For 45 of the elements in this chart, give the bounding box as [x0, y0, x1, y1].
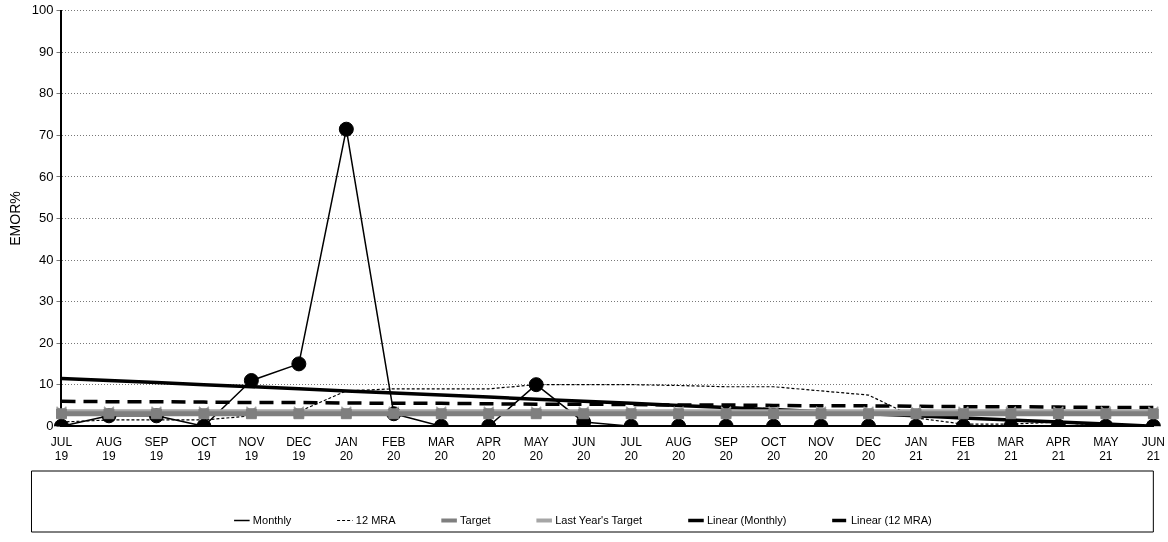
x-tick-label: MAY 21 [1093, 434, 1119, 464]
x-tick-label: AUG 20 [665, 434, 692, 464]
legend-label: Target [460, 513, 491, 526]
legend-label: Linear (12 MRA) [850, 513, 932, 526]
legend-label: 12 MRA [355, 513, 397, 526]
point [528, 377, 544, 393]
y-tick-label: 70 [39, 127, 54, 142]
x-tick-label: JAN 20 [334, 434, 358, 464]
y-tick-label: 60 [39, 168, 54, 184]
x-tick-label: DEC 20 [855, 434, 882, 464]
y-tick-label: 0 [46, 417, 54, 433]
y-tick-label: 20 [39, 334, 54, 350]
x-tick-label: JUN 21 [1141, 434, 1166, 464]
legend-label: Linear (Monthly) [706, 513, 787, 526]
x-tick-label: SEP 19 [144, 434, 169, 464]
y-axis-title: EMOR% [7, 191, 24, 246]
x-tick-label: JAN 21 [904, 434, 928, 464]
x-tick-label: JUN 20 [572, 434, 596, 464]
x-tick-label: MAY 20 [523, 434, 549, 464]
x-tick-label: NOV 19 [238, 434, 265, 464]
y-tick-label: 50 [39, 210, 54, 226]
y-tick-label: 30 [39, 293, 54, 309]
x-tick-label: APR 21 [1046, 434, 1072, 464]
y-tick-label: 100 [31, 2, 54, 18]
y-tick-label: 80 [39, 85, 54, 101]
x-tick-label: NOV 20 [808, 434, 835, 464]
x-tick-label: OCT 19 [191, 434, 218, 464]
y-tick-label: 10 [39, 376, 54, 392]
x-tick-label: FEB 20 [382, 434, 406, 464]
y-tick-label: 40 [39, 251, 54, 267]
x-tick-label: OCT 20 [760, 434, 787, 464]
x-tick-label: FEB 21 [951, 434, 976, 464]
y-tick-label: 90 [39, 43, 54, 59]
x-tick-label: MAR 21 [997, 434, 1025, 464]
x-tick-label: JUL 19 [50, 434, 73, 464]
x-tick-label: APR 20 [476, 434, 502, 464]
x-tick-label: JUL 20 [620, 434, 643, 464]
x-tick-label: MAR 20 [427, 434, 455, 464]
x-tick-label: SEP 20 [714, 434, 739, 464]
legend-label: Last Year's Target [555, 513, 643, 526]
point [291, 356, 307, 372]
legend-label: Monthly [252, 513, 292, 526]
x-tick-label: DEC 19 [286, 434, 312, 464]
point [338, 121, 354, 137]
x-tick-label: AUG 19 [95, 434, 122, 464]
